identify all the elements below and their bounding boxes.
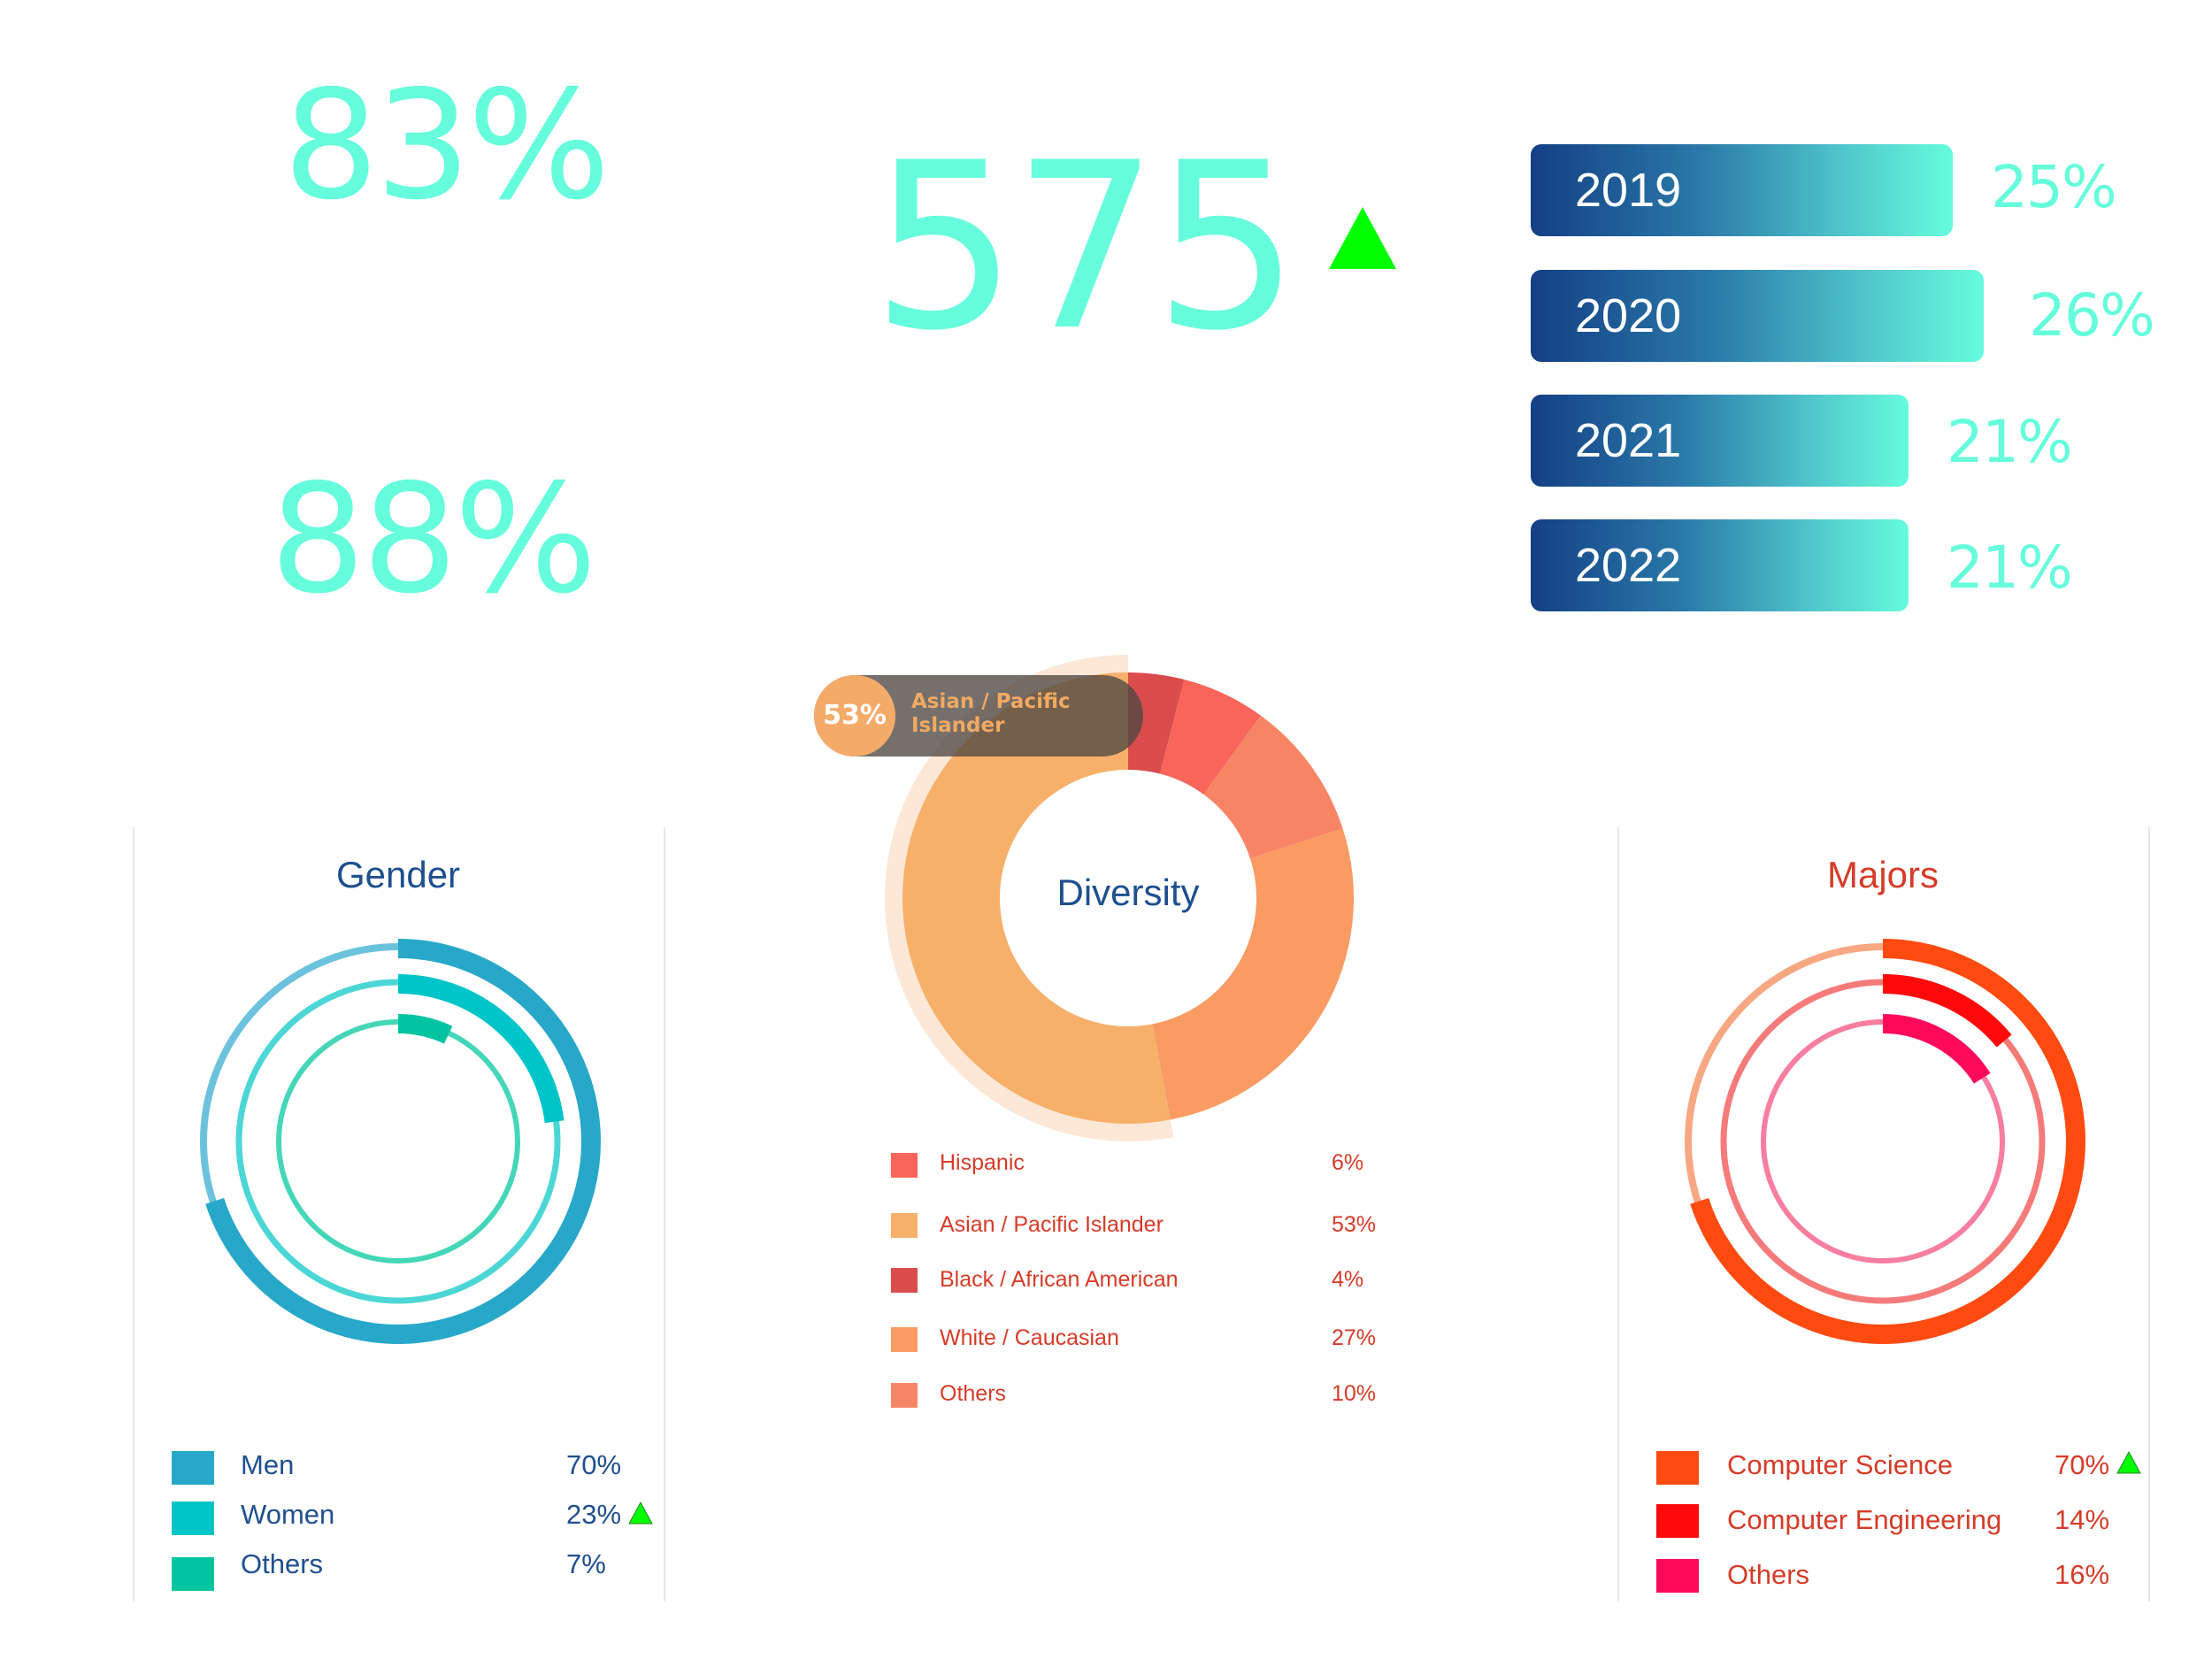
donut-slice[interactable] [1160,680,1261,795]
diversity-donut-chart [884,655,1354,1141]
legend-label: Asian / Pacific Islander [940,1212,1164,1237]
year-bar-value: 21% [1947,534,2073,602]
tooltip-label: Islander [911,714,1005,737]
year-bar-value: 26% [2029,281,2155,349]
legend-value: 70% [2055,1449,2110,1480]
tooltip-value: 53% [823,700,887,731]
legend-value: 6% [1332,1150,1364,1175]
legend-swatch [891,1213,918,1238]
legend-value: 27% [1332,1325,1377,1350]
legend-value: 16% [2055,1559,2110,1590]
tooltip-label: Asian / Pacific [911,690,1071,713]
legend-swatch [891,1327,918,1352]
majors-ring-arc[interactable] [1690,939,2085,1344]
divider [1617,827,1619,1601]
kpi-stat-center: 575 [872,114,1300,381]
legend-label: Computer Science [1727,1449,1954,1480]
donut-slice[interactable] [1152,828,1354,1120]
year-bar-2019[interactable]: 2019 [1531,144,1953,236]
majors-ring-track [1720,979,2046,1304]
diversity-title: Diversity [1056,872,1200,913]
year-bar-label: 2022 [1575,539,1682,592]
gender-ring-arc[interactable] [397,974,565,1124]
gender-ring-arc[interactable] [205,939,601,1344]
legend-label: Others [940,1381,1007,1406]
legend-swatch [172,1451,214,1485]
legend-label: Black / African American [940,1267,1179,1292]
legend-value: 53% [1332,1212,1377,1237]
year-bar-label: 2021 [1575,414,1682,467]
legend-value: 70% [566,1449,622,1480]
gender-ring-arc[interactable] [397,1014,453,1044]
majors-ring-arc[interactable] [1882,974,2012,1048]
majors-title: Majors [1826,854,1939,895]
trend-up-icon [2116,1450,2141,1474]
legend-swatch [891,1153,918,1178]
legend-swatch [891,1268,918,1293]
legend-swatch [891,1383,918,1408]
legend-value: 10% [1332,1381,1377,1406]
year-bar-label: 2019 [1575,164,1682,217]
legend-swatch [172,1502,214,1535]
legend-value: 7% [566,1548,606,1579]
donut-slice[interactable] [1128,672,1185,774]
majors-radial-chart [1685,939,2085,1344]
gender-ring-track [276,1019,520,1263]
legend-label: Others [1727,1559,1810,1590]
trend-up-icon [628,1501,653,1525]
legend-swatch [1656,1504,1699,1538]
tooltip-badge [814,675,895,757]
year-bar-2021[interactable]: 2021 [1531,395,1909,487]
kpi-stat-bottom: 88% [270,452,597,627]
legend-swatch [1656,1559,1699,1593]
diversity-tooltip: 53% Asian / Pacific Islander [814,675,1143,757]
year-bar-value: 25% [1991,153,2117,221]
legend-label: Men [241,1449,295,1480]
kpi-stat-top: 83% [283,58,611,234]
legend-value: 14% [2055,1504,2110,1535]
legend-label: Women [241,1499,335,1530]
divider [664,827,665,1601]
year-bar-label: 2020 [1575,289,1682,342]
divider [133,827,134,1601]
divider [2148,827,2150,1601]
year-bar-2022[interactable]: 2022 [1531,519,1909,611]
donut-slice[interactable] [902,672,1171,1124]
trend-up-icon [1329,207,1396,269]
gender-radial-chart [200,939,601,1344]
donut-slice[interactable] [1203,715,1343,859]
legend-value: 23% [566,1499,622,1530]
legend-swatch [1656,1451,1699,1485]
majors-ring-arc[interactable] [1882,1014,1991,1084]
legend-label: Computer Engineering [1727,1504,2002,1535]
legend-label: Hispanic [940,1150,1025,1175]
gender-title: Gender [335,854,461,895]
legend-value: 4% [1332,1267,1364,1292]
legend-swatch [172,1557,214,1591]
legend-label: Others [241,1548,324,1579]
year-bar-value: 21% [1947,408,2073,476]
legend-label: White / Caucasian [940,1325,1119,1350]
year-bar-2020[interactable]: 2020 [1531,270,1984,362]
